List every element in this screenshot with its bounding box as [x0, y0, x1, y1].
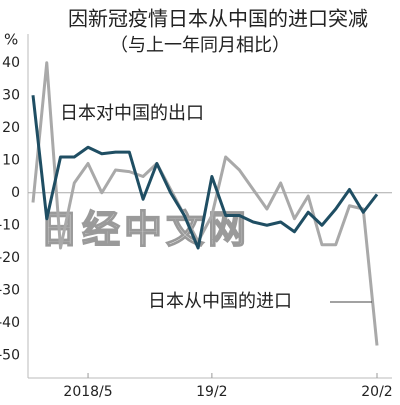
series-line	[31, 95, 379, 250]
y-tick-label: 0	[11, 185, 20, 201]
y-tick-label: 10	[2, 152, 20, 168]
watermark: 日经中文网	[40, 208, 250, 252]
x-tick-label: 2018/5	[63, 384, 112, 400]
y-tick-label: -30	[0, 282, 20, 298]
y-tick-label: 40	[2, 55, 20, 71]
series-label: 日本从中国的进口	[148, 291, 292, 312]
y-tick-label: -20	[0, 250, 20, 266]
y-tick-label: -50	[0, 347, 20, 363]
x-tick-label: 20/2	[361, 384, 392, 400]
chart-title: 因新冠疫情日本从中国的进口突减	[68, 7, 368, 31]
series-label: 日本对中国的出口	[60, 103, 204, 124]
y-tick-label: -40	[0, 315, 20, 331]
x-tick-label: 19/2	[196, 384, 227, 400]
y-axis-label: %	[4, 31, 18, 49]
series-line	[31, 61, 379, 346]
y-tick-label: 20	[2, 120, 20, 136]
chart-subtitle: （与上一年同月相比）	[110, 35, 290, 56]
y-tick-label: -10	[0, 217, 20, 233]
y-tick-label: 30	[2, 87, 20, 103]
